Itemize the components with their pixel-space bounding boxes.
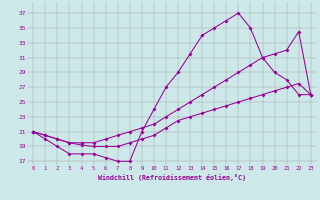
X-axis label: Windchill (Refroidissement éolien,°C): Windchill (Refroidissement éolien,°C) xyxy=(98,174,246,181)
